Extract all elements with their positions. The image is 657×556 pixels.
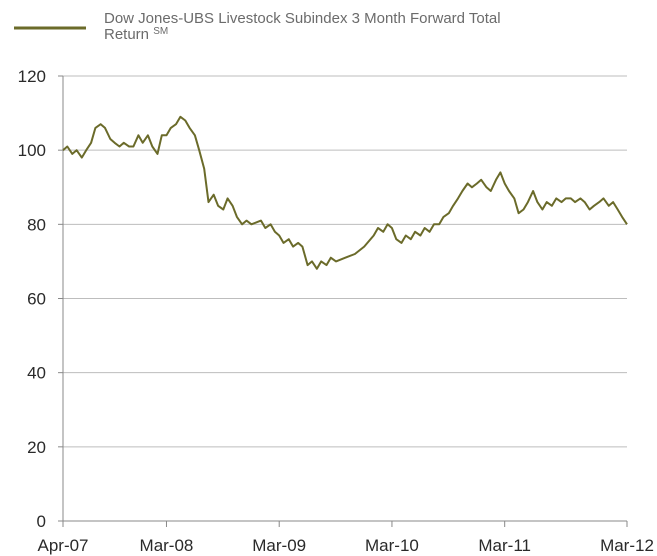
x-tick-label-1: Mar-08 bbox=[140, 536, 194, 555]
series-group bbox=[62, 115, 628, 270]
y-tick-label-60: 60 bbox=[27, 290, 46, 309]
gridlines bbox=[63, 75, 627, 448]
legend-label-sup: SM bbox=[153, 26, 168, 37]
x-tick-label-3: Mar-10 bbox=[365, 536, 419, 555]
legend: Dow Jones-UBS Livestock Subindex 3 Month… bbox=[14, 10, 505, 43]
x-tick-label-5: Mar-12 bbox=[600, 536, 654, 555]
y-tick-label-20: 20 bbox=[27, 438, 46, 457]
x-tick-label-0: Apr-07 bbox=[37, 536, 88, 555]
y-axis-tick-labels: 0 20 40 60 80 100 120 bbox=[18, 67, 63, 531]
y-tick-label-40: 40 bbox=[27, 364, 46, 383]
x-tick-label-2: Mar-09 bbox=[252, 536, 306, 555]
y-tick-label-0: 0 bbox=[37, 512, 46, 531]
x-tick-label-4: Mar-11 bbox=[478, 536, 531, 555]
x-axis-tick-labels: Apr-07 Mar-08 Mar-09 Mar-10 Mar-11 Mar-12 bbox=[37, 521, 654, 555]
legend-label: Dow Jones-UBS Livestock Subindex 3 Month… bbox=[104, 10, 505, 43]
legend-label-line1: Dow Jones-UBS Livestock Subindex 3 Month… bbox=[104, 10, 501, 27]
series-line-livestock-subindex bbox=[62, 115, 628, 270]
y-tick-label-120: 120 bbox=[18, 67, 46, 86]
y-tick-label-80: 80 bbox=[27, 215, 46, 234]
legend-label-line2: Return bbox=[104, 26, 149, 43]
y-tick-label-100: 100 bbox=[18, 141, 46, 160]
